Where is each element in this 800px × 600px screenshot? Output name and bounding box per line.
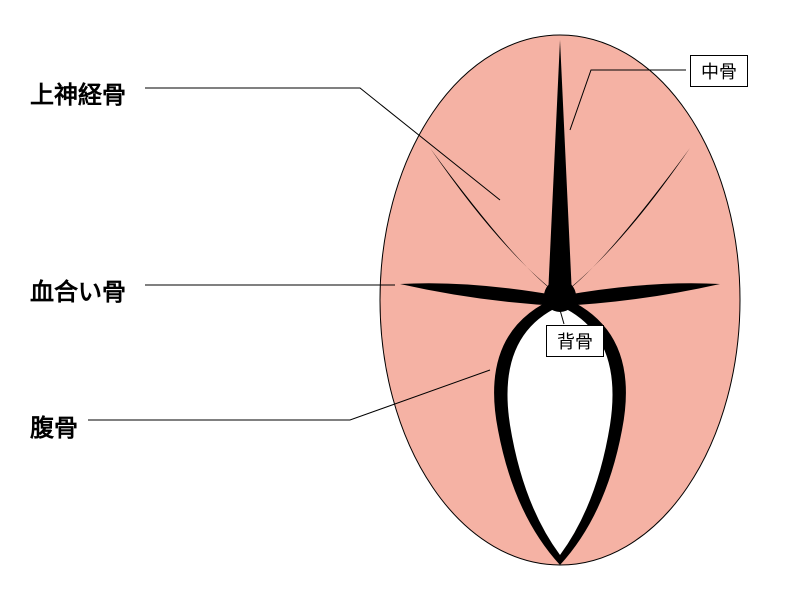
label-belly-bone: 腹骨 bbox=[30, 408, 78, 443]
label-backbone: 背骨 bbox=[546, 325, 604, 357]
label-center-bone: 中骨 bbox=[690, 55, 748, 87]
label-upper-nerve-bone: 上神経骨 bbox=[30, 75, 126, 110]
label-blood-bone: 血合い骨 bbox=[30, 272, 126, 307]
